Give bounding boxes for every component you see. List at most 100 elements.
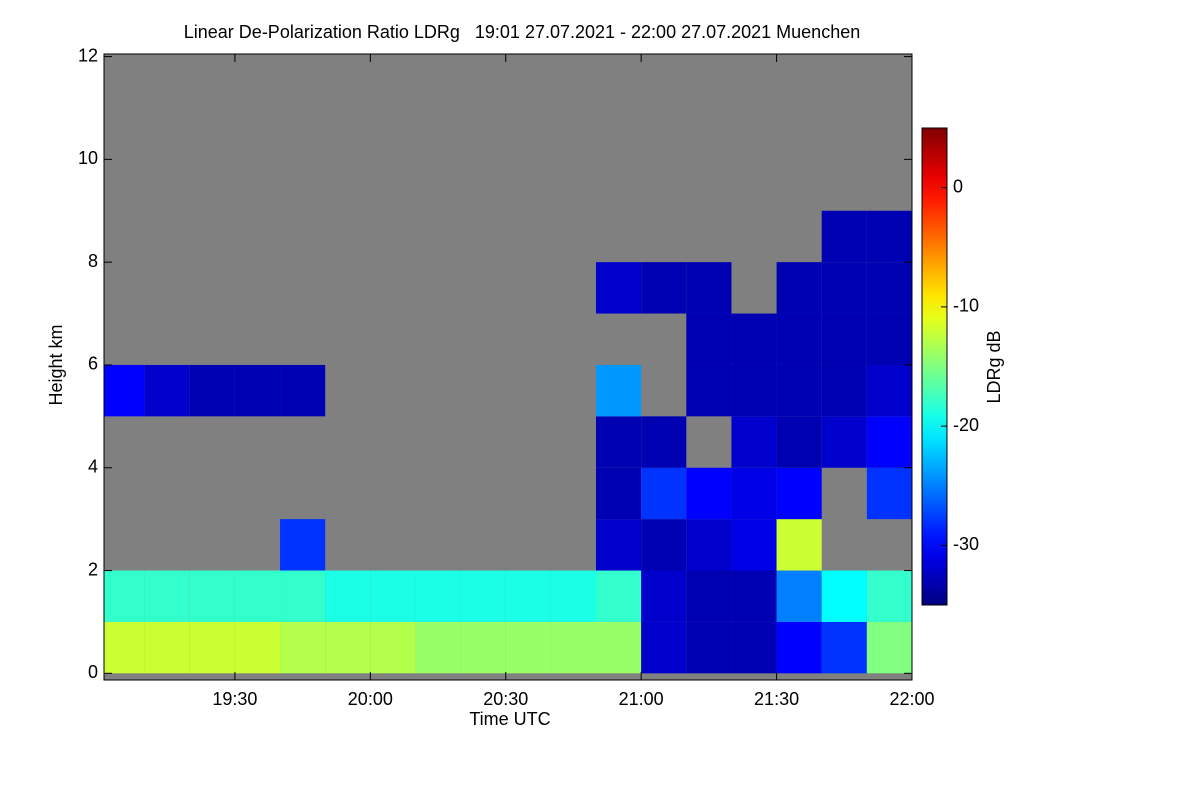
heatmap-cell	[731, 364, 777, 417]
heatmap-cell	[866, 210, 912, 263]
heatmap-cell	[596, 364, 642, 417]
heatmap-cell	[776, 621, 822, 674]
heatmap-cell	[866, 313, 912, 365]
heatmap-cell	[189, 570, 235, 622]
heatmap-cell	[776, 313, 822, 365]
heatmap-cell	[104, 364, 145, 417]
colorbar-tick-label: 0	[953, 176, 963, 196]
heatmap-cell	[460, 621, 506, 674]
heatmap-cell	[189, 621, 235, 674]
heatmap-cell	[596, 519, 642, 571]
heatmap-cell	[866, 364, 912, 417]
heatmap-cell	[686, 467, 732, 520]
heatmap-cell	[370, 570, 416, 622]
heatmap-cell	[505, 570, 551, 622]
heatmap-cell	[144, 621, 190, 674]
heatmap-cell	[821, 364, 867, 417]
heatmap-cell	[550, 570, 597, 622]
heatmap-cell	[731, 313, 777, 365]
heatmap-cell	[641, 416, 687, 468]
heatmap-cell	[234, 570, 281, 622]
heatmap-cell	[821, 621, 867, 674]
heatmap-cell	[641, 262, 687, 314]
heatmap-cell	[641, 467, 687, 520]
y-tick-label: 4	[88, 456, 98, 476]
heatmap-cell	[104, 621, 145, 674]
heatmap-cell	[505, 621, 551, 674]
x-tick-label: 22:00	[889, 689, 934, 709]
heatmap-cell	[596, 416, 642, 468]
heatmap-cell	[104, 570, 145, 622]
heatmap-cell	[144, 570, 190, 622]
heatmap-cell	[776, 364, 822, 417]
heatmap-cell	[234, 364, 281, 417]
heatmap-cell	[866, 621, 912, 674]
heatmap-cell	[821, 313, 867, 365]
heatmap-cell	[731, 519, 777, 571]
x-tick-label: 19:30	[212, 689, 257, 709]
colorbar	[921, 127, 948, 606]
y-tick-label: 2	[88, 559, 98, 579]
heatmap-cell	[686, 519, 732, 571]
colorbar-label: LDRg dB	[984, 330, 1004, 403]
heatmap-cell	[776, 262, 822, 314]
heatmap-cell	[596, 467, 642, 520]
chart-title: Linear De-Polarization Ratio LDRg 19:01 …	[184, 22, 860, 42]
heatmap-cell	[866, 262, 912, 314]
heatmap-cell	[596, 621, 642, 674]
heatmap-cell	[731, 467, 777, 520]
heatmap-cell	[280, 621, 326, 674]
heatmap-cell	[686, 364, 732, 417]
y-tick-label: 0	[88, 662, 98, 682]
y-tick-label: 10	[78, 148, 98, 168]
heatmap-cell	[866, 416, 912, 468]
heatmap-cell	[686, 262, 732, 314]
colorbar-tick-label: -10	[953, 296, 979, 316]
heatmap-cell	[821, 210, 867, 263]
heatmap-cell	[821, 570, 867, 622]
heatmap-cell	[866, 467, 912, 520]
heatmap-cell	[370, 621, 416, 674]
plot-frame	[103, 53, 913, 681]
heatmap-cell	[731, 570, 777, 622]
heatmap-cell	[415, 570, 461, 622]
heatmap-cell	[415, 621, 461, 674]
x-tick-label: 20:00	[348, 689, 393, 709]
y-tick-label: 6	[88, 354, 98, 374]
heatmap-cell	[280, 364, 326, 417]
heatmap-cell	[280, 570, 326, 622]
heatmap-cell	[460, 570, 506, 622]
heatmap-cell	[686, 570, 732, 622]
heatmap-cell	[550, 621, 597, 674]
heatmap-cell	[280, 519, 326, 571]
colorbar-tick-label: -30	[953, 534, 979, 554]
y-axis-label: Height km	[46, 324, 66, 405]
heatmap-cell	[144, 364, 190, 417]
heatmap-cell	[731, 416, 777, 468]
x-axis-label: Time UTC	[469, 709, 550, 729]
colorbar-tick-label: -20	[953, 415, 979, 435]
heatmap-cell	[325, 621, 371, 674]
x-tick-label: 21:30	[754, 689, 799, 709]
heatmap-cell	[821, 262, 867, 314]
heatmap-cell	[641, 570, 687, 622]
heatmap-cell	[776, 519, 822, 571]
x-tick-label: 20:30	[483, 689, 528, 709]
heatmap-cell	[776, 416, 822, 468]
y-tick-label: 12	[78, 45, 98, 65]
heatmap-cell	[731, 621, 777, 674]
heatmap-cell	[776, 467, 822, 520]
heatmap-cell	[641, 621, 687, 674]
heatmap-cell	[776, 570, 822, 622]
x-tick-label: 21:00	[619, 689, 664, 709]
heatmap-cell	[596, 262, 642, 314]
heatmap-cell	[641, 519, 687, 571]
heatmap-cell	[234, 621, 281, 674]
heatmap-cell	[189, 364, 235, 417]
heatmap-cell	[686, 313, 732, 365]
heatmap-cell	[821, 416, 867, 468]
y-tick-label: 8	[88, 251, 98, 271]
heatmap-cell	[686, 621, 732, 674]
heatmap-cell	[596, 570, 642, 622]
